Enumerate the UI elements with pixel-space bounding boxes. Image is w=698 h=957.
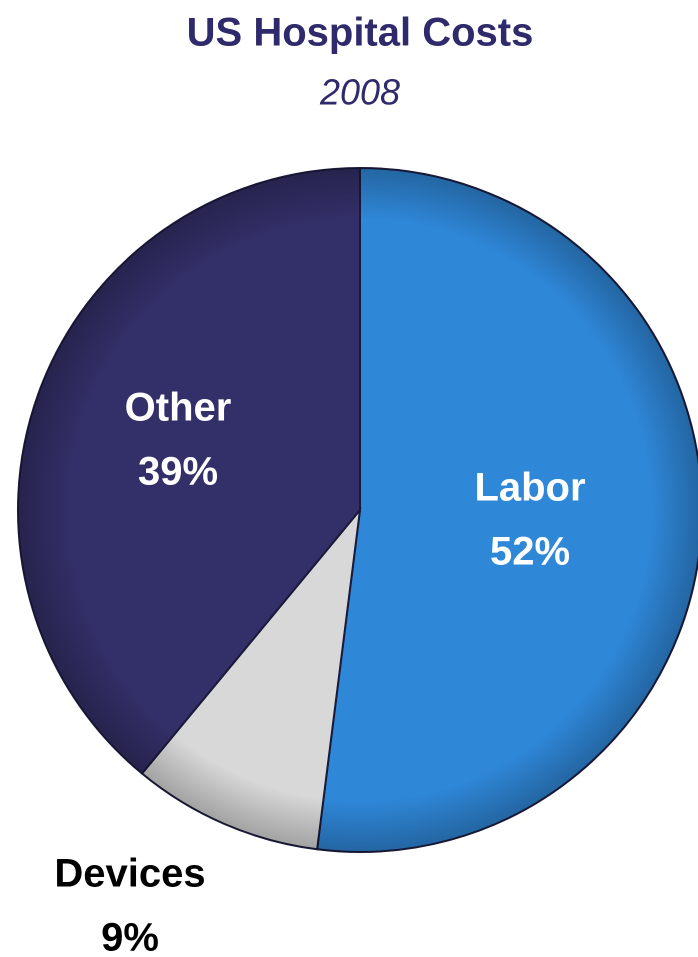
- slice-label: Other: [125, 386, 232, 430]
- pie: [17, 166, 698, 853]
- slice-label: Devices: [54, 852, 205, 896]
- chart-subtitle: 2008: [319, 72, 400, 113]
- chart-title: US Hospital Costs: [187, 11, 534, 55]
- slice-value-label: 39%: [138, 450, 218, 494]
- slice-value-label: 9%: [101, 916, 159, 957]
- slice-value-label: 52%: [490, 530, 570, 574]
- pie-slice: [316, 166, 698, 853]
- labels: Labor 52% Devices 9% Other 39%: [54, 386, 585, 957]
- slice-label: Labor: [474, 466, 585, 510]
